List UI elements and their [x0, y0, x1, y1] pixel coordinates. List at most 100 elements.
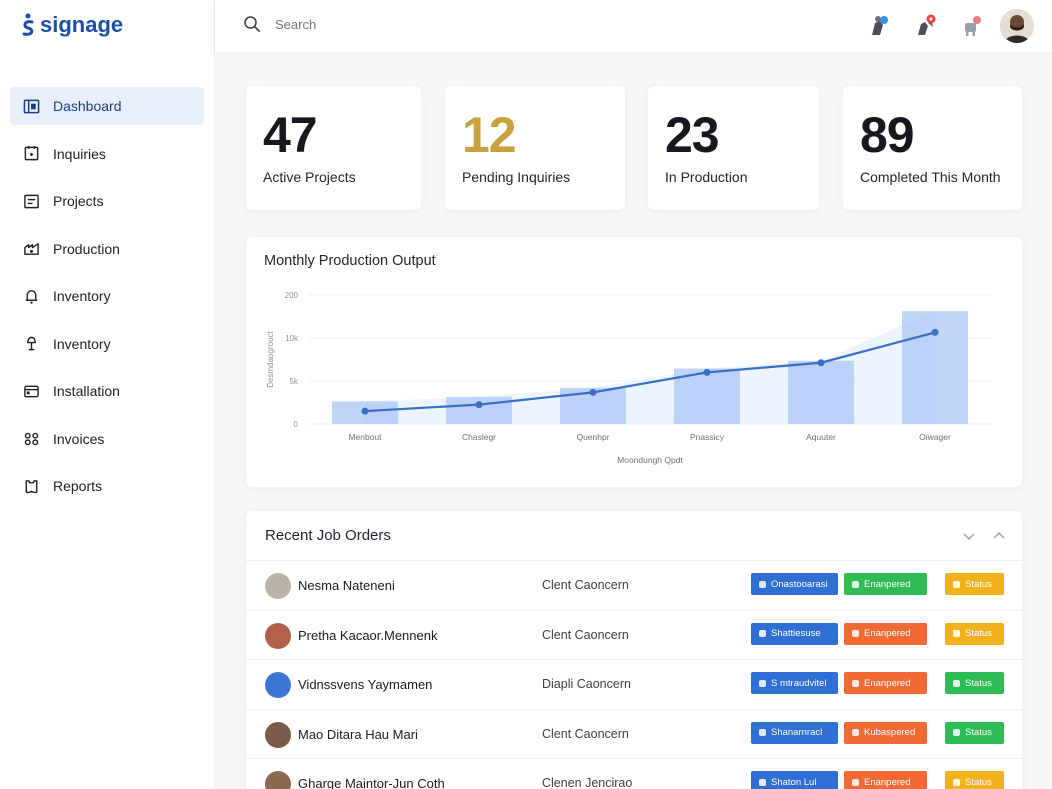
pill-dot-icon: [852, 630, 859, 637]
chevron-down-icon[interactable]: [962, 529, 976, 543]
job-status-pill[interactable]: Enanpered: [844, 672, 927, 694]
sidebar-item-label: Projects: [53, 193, 104, 209]
pill-label: Onastooarasi: [771, 578, 828, 590]
pill-dot-icon: [852, 580, 859, 588]
job-client: Clent Caoncern: [542, 627, 629, 642]
y-tick-label: 10k: [285, 334, 299, 343]
stat-card-active-projects[interactable]: 47 Active Projects: [246, 86, 421, 210]
recent-job-orders-card: Recent Job Orders Nesma Nateneni Clent Ca…: [246, 511, 1022, 789]
x-tick-label: Pnassicy: [690, 432, 725, 442]
pill-dot-icon: [759, 580, 766, 588]
status-button[interactable]: Status: [945, 721, 1004, 744]
sidebar-item-label: Dashboard: [53, 98, 122, 114]
job-status-pill[interactable]: Enanpered: [844, 622, 927, 645]
avatar: [265, 771, 291, 789]
x-tick-label: Aquuter: [806, 432, 836, 442]
dashboard-icon: [22, 97, 40, 115]
pill-dot-icon: [759, 729, 766, 736]
sidebar-item-label: Installation: [53, 383, 120, 399]
table-row[interactable]: Pretha Kacaor.Mennenk Clent Caoncern Shatt…: [246, 609, 1022, 659]
search-icon[interactable]: [243, 15, 261, 33]
pill-label: Status: [965, 578, 992, 590]
stat-card-in-production[interactable]: 23 In Production: [648, 86, 819, 210]
bell-icon: [22, 287, 40, 305]
pill-dot-icon: [852, 679, 859, 687]
stat-label: Active Projects: [263, 169, 356, 185]
user-avatar[interactable]: [1000, 9, 1034, 43]
job-customer-name: Vidnssvens Yaymamen: [298, 677, 433, 692]
stat-value: 12: [462, 107, 517, 163]
notification-red-icon[interactable]: [908, 9, 942, 43]
projects-icon: [22, 192, 40, 210]
job-stage-pill[interactable]: Shanarnracl: [751, 721, 838, 744]
avatar: [265, 573, 291, 599]
y-tick-label: 200: [285, 291, 299, 300]
sidebar-item-inventory[interactable]: Inventory: [10, 277, 204, 315]
y-axis-label: Desmdaogrouct: [266, 330, 275, 387]
x-tick-label: Oiwager: [919, 432, 951, 442]
stat-value: 89: [860, 107, 915, 163]
job-status-pill[interactable]: Enanpered: [844, 771, 927, 789]
line-point: [361, 407, 369, 415]
status-button[interactable]: Status: [945, 573, 1004, 595]
chevron-up-icon[interactable]: [992, 529, 1006, 543]
job-client: Clenen Jencirao: [542, 776, 633, 789]
job-stage-pill[interactable]: S mtraudvitel: [751, 672, 838, 694]
pill-label: Enanpered: [864, 677, 911, 689]
sidebar-item-reports[interactable]: Reports: [10, 467, 204, 505]
pill-dot-icon: [852, 729, 859, 736]
orders-controls: [962, 529, 1006, 543]
notification-pink-icon[interactable]: [954, 9, 988, 43]
stat-value: 23: [665, 107, 720, 163]
status-button[interactable]: Status: [945, 672, 1004, 694]
table-row[interactable]: Gharge Maintor-Jun Coth Clenen Jencirao Sh…: [246, 758, 1022, 789]
job-status-pill[interactable]: Kubaspered: [844, 721, 927, 744]
sidebar-item-label: Inventory: [53, 335, 111, 352]
job-client: Diapli Caoncern: [542, 677, 631, 691]
sidebar-item-inquiries[interactable]: Inquiries: [10, 135, 204, 173]
table-row[interactable]: Mao Ditara Hau Mari Clent Caoncern Shanarn…: [246, 708, 1022, 758]
brand-logo[interactable]: signage: [20, 12, 123, 38]
job-stage-pill[interactable]: Onastooarasi: [751, 573, 838, 595]
search-input[interactable]: [275, 16, 575, 32]
pill-label: Enanpered: [864, 776, 911, 788]
job-client: Clent Caoncern: [542, 578, 629, 592]
pill-label: Status: [965, 776, 992, 788]
sidebar-item-installation[interactable]: Installation: [10, 372, 204, 410]
line-point: [931, 328, 939, 336]
notification-blue-icon[interactable]: [862, 9, 896, 43]
installation-icon: [22, 382, 40, 400]
stat-card-completed-this-month[interactable]: 89 Completed This Month: [843, 86, 1022, 210]
stat-value: 47: [263, 107, 318, 163]
pill-label: Shattiesuse: [771, 628, 821, 639]
sidebar-item-label: Invoices: [53, 430, 105, 447]
sidebar-item-production[interactable]: Production: [10, 230, 204, 268]
table-row[interactable]: Vidnssvens Yaymamen Diapli Caoncern S mtra…: [246, 659, 1022, 708]
pill-dot-icon: [759, 679, 766, 687]
pill-label: Status: [965, 628, 992, 639]
job-stage-pill[interactable]: Shattiesuse: [751, 622, 838, 645]
topbar-actions: [862, 9, 1034, 43]
logo-mark-icon: [22, 13, 34, 36]
status-button[interactable]: Status: [945, 622, 1004, 645]
sidebar-item-projects[interactable]: Projects: [10, 182, 204, 220]
job-customer-name: Nesma Nateneni: [298, 578, 395, 593]
status-button[interactable]: Status: [945, 771, 1004, 789]
table-row[interactable]: Nesma Nateneni Clent Caoncern Onastooarasi…: [246, 560, 1022, 609]
sidebar-nav: Dashboard Inquiries Projects Production …: [10, 87, 204, 515]
sidebar-item-dashboard[interactable]: Dashboard: [10, 87, 204, 125]
pill-dot-icon: [953, 778, 960, 786]
stat-label: Completed This Month: [860, 169, 1001, 185]
job-client: Clent Caoncern: [542, 726, 629, 741]
job-status-pill[interactable]: Enanpered: [844, 573, 927, 595]
production-chart: 0 5k 10k 200 Desmdaogrouct Menbout Chaslegr Que…: [266, 291, 992, 465]
sidebar-item-invoices[interactable]: Invoices: [10, 420, 204, 458]
production-chart-card: Monthly Production Output 0 5k 10k 200 Desmd…: [246, 237, 1022, 487]
stat-card-pending-inquiries[interactable]: 12 Pending Inquiries: [445, 86, 625, 210]
job-stage-pill[interactable]: Shaton Lul: [751, 771, 838, 789]
line-point: [817, 359, 825, 367]
lamp-icon: [22, 335, 40, 353]
pill-label: S mtraudvitel: [771, 677, 827, 689]
sidebar-item-inventory-2[interactable]: Inventory: [10, 325, 204, 363]
x-tick-label: Menbout: [348, 432, 382, 442]
